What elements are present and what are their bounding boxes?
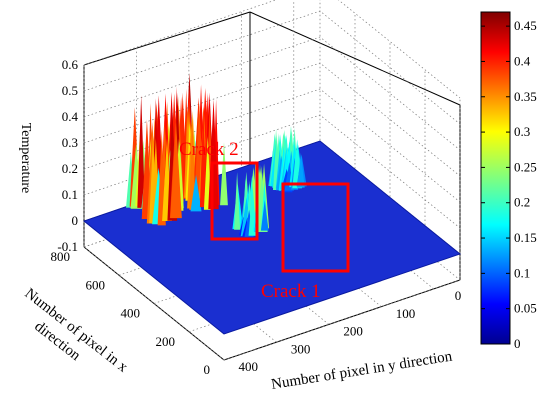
surface-spike xyxy=(199,103,207,208)
z-tick-label: 0.1 xyxy=(62,187,78,202)
colorbar-ticks: 0 0.05 0.1 0.15 0.2 0.25 0.3 0.35 0.4 0.45 xyxy=(481,18,537,351)
z-tick-label: 0.2 xyxy=(62,161,78,176)
z-axis-ticks: -0.1 0 0.1 0.2 0.3 0.4 0.5 0.6 xyxy=(57,57,78,254)
colorbar-tick-label: 0.2 xyxy=(514,195,530,210)
x-tick-label: 600 xyxy=(86,277,106,292)
colorbar-tick-label: 0.15 xyxy=(514,230,537,245)
y-tick-label: 400 xyxy=(238,359,258,374)
x-tick-label: 800 xyxy=(51,249,71,264)
crack-1-label: Crack 1 xyxy=(261,281,321,302)
back-edge-right-top xyxy=(249,11,461,106)
x-tick-label: 200 xyxy=(156,334,176,349)
crack-1-box xyxy=(281,182,350,273)
crack-1-annotation: Crack 1 xyxy=(261,182,350,302)
colorbar-tick-label: 0.3 xyxy=(514,124,530,139)
z-tick-label: 0.3 xyxy=(62,135,78,150)
surface-spike xyxy=(189,117,196,210)
colorbar-tick-label: 0.1 xyxy=(514,265,530,280)
y-tick-label: 200 xyxy=(343,324,363,339)
colorbar-tick-label: 0.4 xyxy=(514,53,531,68)
surface-spike xyxy=(190,174,202,212)
z-tick-label: 0.6 xyxy=(62,57,79,72)
temperature-surface xyxy=(82,72,462,335)
z-axis-label: Temperature xyxy=(18,123,33,194)
colorbar-tick-label: 0.25 xyxy=(514,159,537,174)
z-tick-label: -0.1 xyxy=(57,239,78,254)
z-tick-label: 0.4 xyxy=(62,109,79,124)
y-tick-label: 100 xyxy=(396,306,416,321)
y-axis-ticks: 0 100 200 300 400 xyxy=(238,288,461,374)
x-tick-label: 0 xyxy=(204,362,211,377)
crack-2-label: Crack 2 xyxy=(179,139,239,160)
crack-2-box xyxy=(210,161,259,241)
x-tick-label: 400 xyxy=(121,306,141,321)
y-tick-label: 300 xyxy=(291,341,311,356)
colorbar: 0 0.05 0.1 0.15 0.2 0.25 0.3 0.35 0.4 0.45 xyxy=(480,11,537,351)
crack-2-annotation: Crack 2 xyxy=(179,139,259,241)
y-tick-label: 0 xyxy=(455,288,462,303)
z-tick-label: 0 xyxy=(72,213,79,228)
surface-spike xyxy=(297,152,305,188)
colorbar-tick-label: 0.05 xyxy=(514,301,537,316)
surface-spike xyxy=(170,122,182,219)
back-edge-top xyxy=(83,11,251,66)
surface-spike xyxy=(220,142,228,206)
x-axis-label: Number of pixel in x direction xyxy=(9,286,133,394)
colorbar-tick-label: 0.35 xyxy=(514,89,537,104)
surface-spike xyxy=(260,199,269,231)
x-axis-ticks: 0 200 400 600 800 xyxy=(51,249,211,377)
surface-spike xyxy=(137,95,146,208)
colorbar-gradient xyxy=(480,11,511,345)
colorbar-tick-label: 0 xyxy=(514,336,521,351)
colorbar-tick-label: 0.45 xyxy=(514,18,537,33)
z-tick-label: 0.5 xyxy=(62,83,78,98)
surface-spike xyxy=(234,172,241,230)
